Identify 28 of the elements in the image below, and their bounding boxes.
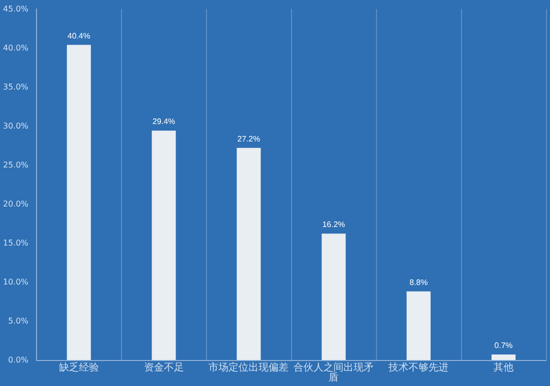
data-label: 40.4% bbox=[68, 31, 90, 40]
y-tick-label: 20.0% bbox=[2, 200, 29, 208]
y-tick-label: 35.0% bbox=[2, 82, 29, 92]
y-tick-label: 0.0% bbox=[8, 356, 29, 364]
x-tick-label: 市场定位出现偏差 bbox=[208, 362, 289, 374]
data-label: 29.4% bbox=[152, 117, 176, 126]
x-tick-label: 缺乏经验 bbox=[58, 362, 99, 374]
bar bbox=[322, 234, 346, 360]
bar bbox=[492, 354, 516, 360]
y-tick-label: 5.0% bbox=[8, 316, 29, 326]
data-label: 27.2% bbox=[237, 134, 260, 144]
bar bbox=[152, 130, 176, 360]
y-tick-label: 45.0% bbox=[2, 4, 29, 14]
y-tick-label: 30.0% bbox=[2, 122, 29, 130]
y-tick-label: 40.0% bbox=[2, 44, 29, 52]
x-tick-label: 其他 bbox=[494, 362, 514, 374]
y-tick-label: 10.0% bbox=[2, 278, 29, 286]
x-tick-label: 资金不足 bbox=[144, 362, 184, 374]
data-label: 8.8% bbox=[409, 278, 428, 287]
data-label: 0.7% bbox=[494, 341, 513, 350]
y-tick-label: 25.0% bbox=[2, 160, 29, 170]
y-tick-label: 15.0% bbox=[2, 238, 29, 248]
data-label: 16.2% bbox=[322, 220, 346, 230]
x-tick-label: 合伙人之间出现矛盾 bbox=[294, 362, 374, 384]
bar bbox=[406, 291, 431, 360]
bar bbox=[236, 148, 261, 360]
bar bbox=[66, 44, 91, 360]
x-tick-label: 技术不够先进 bbox=[388, 362, 449, 374]
